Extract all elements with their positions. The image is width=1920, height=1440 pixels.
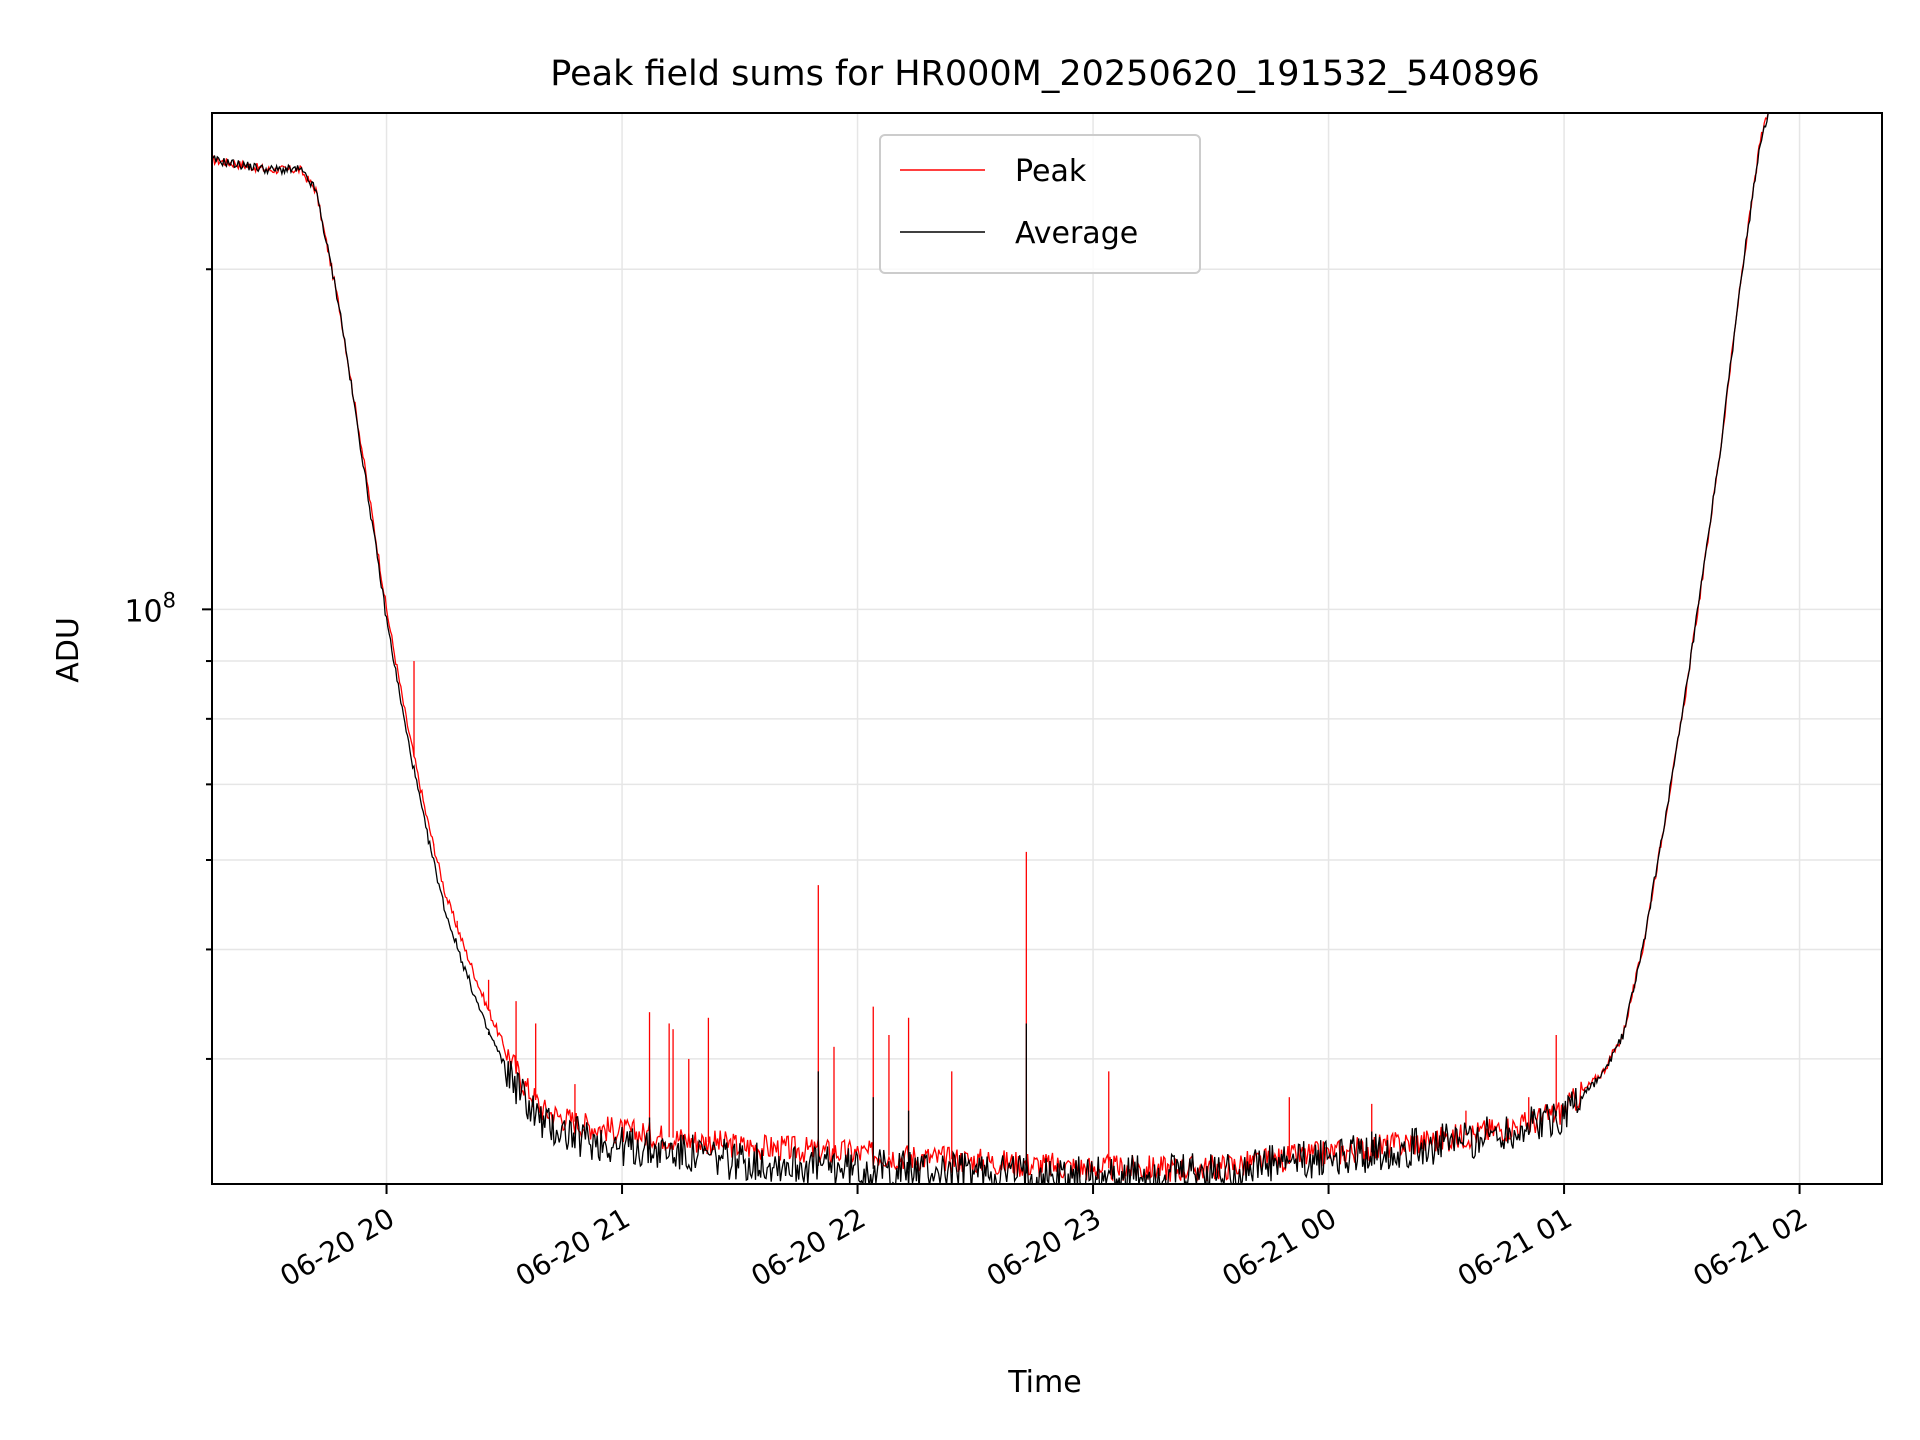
legend-peak-label: Peak: [1015, 154, 1087, 189]
y-tick-label: 108: [124, 588, 176, 629]
legend: Peak Average: [879, 134, 1201, 274]
series-layer: [212, 113, 1769, 1184]
legend-average-label: Average: [1015, 216, 1138, 251]
y-axis-label: ADU: [51, 617, 86, 683]
y-axis: 108: [124, 268, 212, 1060]
plot-frame: [211, 112, 1883, 1185]
x-axis-label: Time: [1007, 1365, 1081, 1400]
series-line-average: [212, 113, 1769, 1184]
chart-title: Peak field sums for HR000M_20250620_1915…: [550, 54, 1540, 94]
